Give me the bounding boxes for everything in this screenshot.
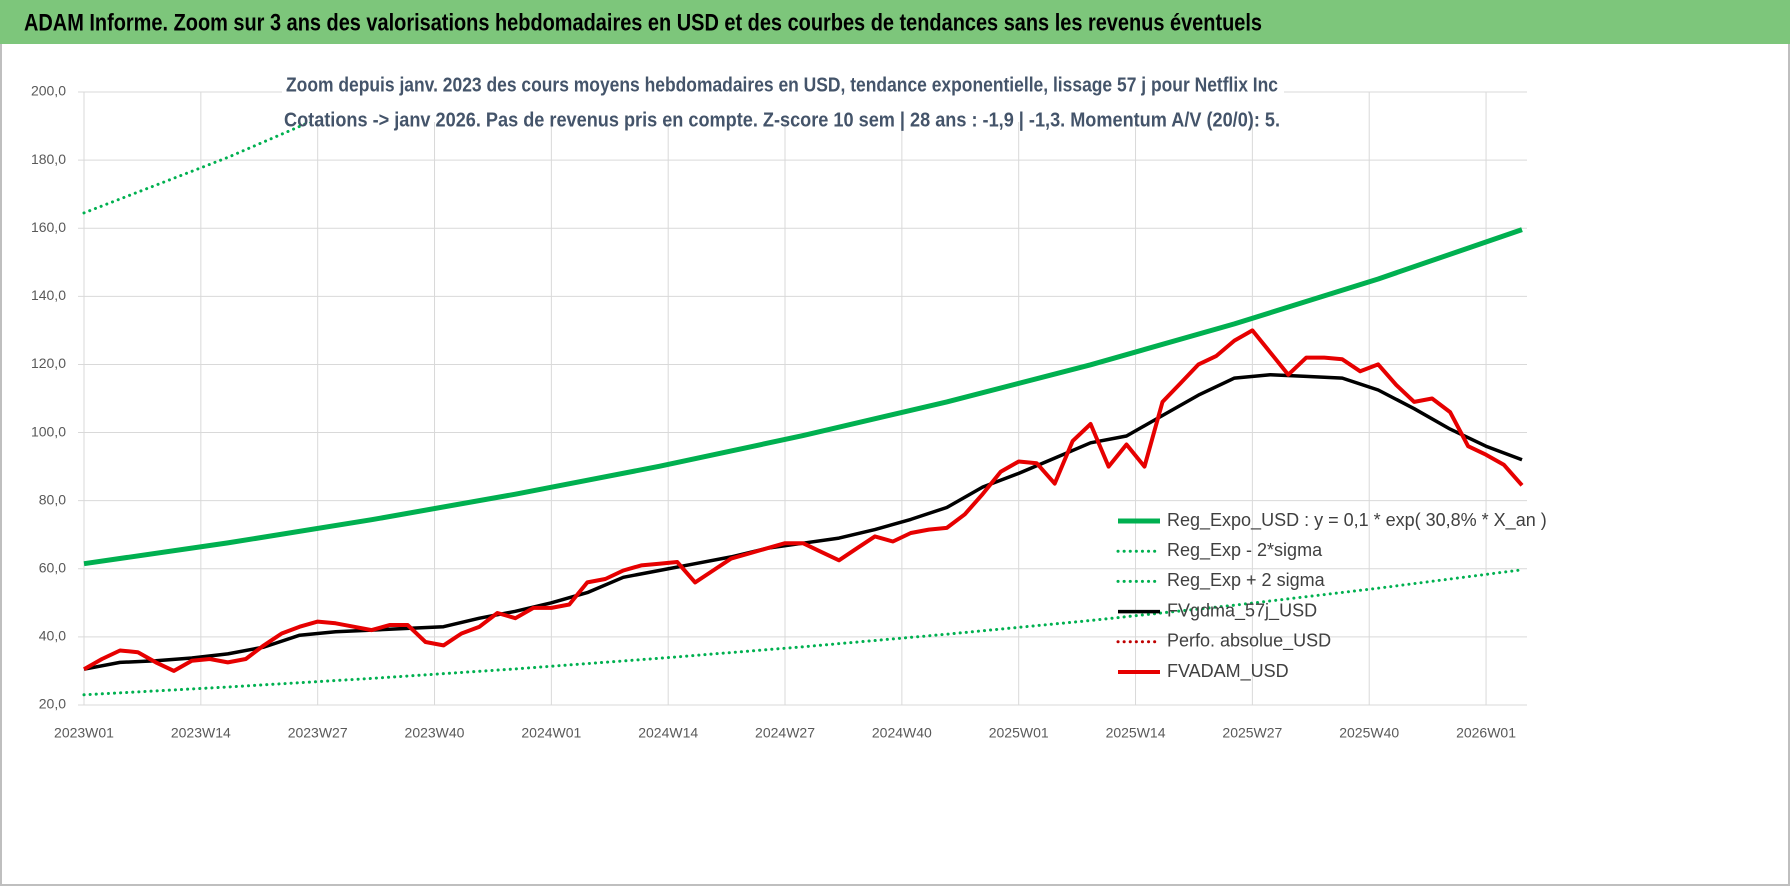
x-tick-label: 2025W01 <box>989 725 1049 741</box>
y-tick-label: 20,0 <box>39 696 66 712</box>
series-line <box>83 328 1524 673</box>
x-tick-label: 2023W14 <box>171 725 231 741</box>
legend-label: FVADAM_USD <box>1167 661 1289 682</box>
x-tick-label: 2024W01 <box>521 725 581 741</box>
y-tick-label: 160,0 <box>31 219 66 235</box>
y-tick-label: 80,0 <box>39 491 66 507</box>
subtitle-line: Cotations -> janv 2026. Pas de revenus p… <box>284 109 1280 131</box>
x-tick-label: 2024W27 <box>755 725 815 741</box>
y-tick-label: 200,0 <box>31 83 66 99</box>
legend-label: Reg_Exp + 2 sigma <box>1167 570 1326 591</box>
y-tick-label: 180,0 <box>31 151 66 167</box>
legend-label: FVgdma_57j_USD <box>1167 600 1317 621</box>
plot-lines <box>82 88 1524 697</box>
legend: Reg_Expo_USD : y = 0,1 * exp( 30,8% * X_… <box>1116 510 1547 682</box>
x-tick-label: 2024W40 <box>872 725 932 741</box>
x-tick-label: 2024W14 <box>638 725 698 741</box>
x-tick-label: 2023W01 <box>54 725 114 741</box>
x-tick-label: 2025W40 <box>1339 725 1399 741</box>
y-tick-label: 140,0 <box>31 287 66 303</box>
x-tick-label: 2023W27 <box>288 725 348 741</box>
x-tick-label: 2025W14 <box>1106 725 1166 741</box>
overlay: Zoom depuis janv. 2023 des cours moyens … <box>282 64 1284 131</box>
y-tick-label: 120,0 <box>31 355 66 371</box>
subtitle-line: Zoom depuis janv. 2023 des cours moyens … <box>286 74 1278 96</box>
x-tick-label: 2023W40 <box>405 725 465 741</box>
x-tick-label: 2026W01 <box>1456 725 1516 741</box>
axes: 20,0 40,0 60,0 80,0 100,0 120,0 140,0 160,0 180,… <box>31 83 1516 741</box>
legend-label: Reg_Expo_USD : y = 0,1 * exp( 30,8% * X_… <box>1167 510 1547 531</box>
chart-title: ADAM Informe. Zoom sur 3 ans des valoris… <box>24 9 1262 36</box>
legend-label: Reg_Exp - 2*sigma <box>1167 540 1323 561</box>
y-tick-label: 40,0 <box>39 628 66 644</box>
x-tick-label: 2025W27 <box>1222 725 1282 741</box>
y-tick-label: 100,0 <box>31 423 66 439</box>
series-line <box>82 568 1524 697</box>
y-tick-label: 60,0 <box>39 559 66 575</box>
title-bar <box>0 0 1790 44</box>
series-line <box>83 227 1523 567</box>
subtitle-box <box>282 64 1284 122</box>
legend-label: Perfo. absolue_USD <box>1167 631 1331 652</box>
